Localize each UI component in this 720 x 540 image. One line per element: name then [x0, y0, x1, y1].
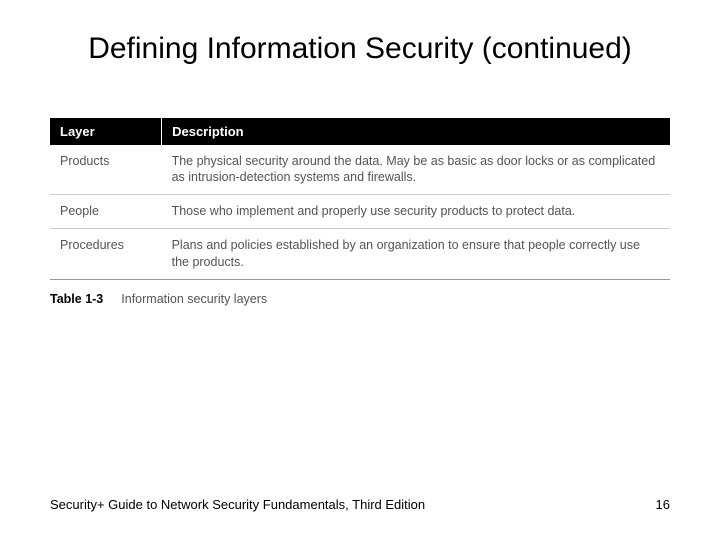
header-description: Description: [162, 118, 670, 145]
cell-description: Those who implement and properly use sec…: [162, 195, 670, 229]
header-layer: Layer: [50, 118, 162, 145]
footer-text: Security+ Guide to Network Security Fund…: [50, 497, 425, 512]
cell-description: The physical security around the data. M…: [162, 145, 670, 195]
cell-layer: People: [50, 195, 162, 229]
slide-footer: Security+ Guide to Network Security Fund…: [50, 497, 670, 512]
page-number: 16: [656, 497, 670, 512]
cell-description: Plans and policies established by an org…: [162, 229, 670, 280]
table-row: People Those who implement and properly …: [50, 195, 670, 229]
table-caption: Table 1-3 Information security layers: [50, 292, 670, 306]
layers-table: Layer Description Products The physical …: [50, 118, 670, 280]
cell-layer: Products: [50, 145, 162, 195]
slide-title: Defining Information Security (continued…: [50, 30, 670, 68]
table-header-row: Layer Description: [50, 118, 670, 145]
table-row: Products The physical security around th…: [50, 145, 670, 195]
table-row: Procedures Plans and policies establishe…: [50, 229, 670, 280]
slide-container: Defining Information Security (continued…: [0, 0, 720, 540]
caption-label: Table 1-3: [50, 292, 103, 306]
caption-text: Information security layers: [121, 292, 267, 306]
cell-layer: Procedures: [50, 229, 162, 280]
table-container: Layer Description Products The physical …: [50, 118, 670, 306]
